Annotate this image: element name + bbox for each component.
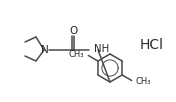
Text: CH₃: CH₃ bbox=[69, 50, 84, 59]
Text: CH₃: CH₃ bbox=[136, 77, 151, 86]
Text: NH: NH bbox=[94, 44, 109, 54]
Text: HCl: HCl bbox=[140, 38, 164, 52]
Text: O: O bbox=[69, 26, 77, 36]
Text: N: N bbox=[41, 45, 49, 55]
